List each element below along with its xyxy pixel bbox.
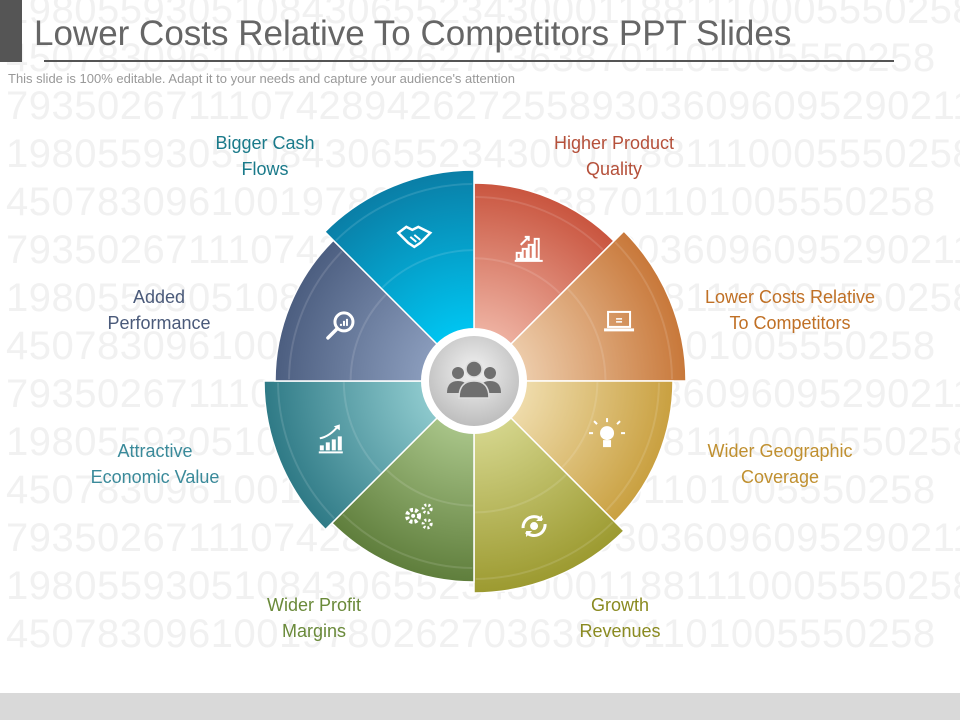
- ring-shade: [342, 513, 473, 569]
- watermark-row: 1980559305108430655234300011881110005550…: [6, 0, 960, 32]
- ring-shade: [475, 474, 567, 514]
- segment-wedge: [473, 379, 625, 594]
- watermark-row: 4507830961001978026270363870110100555025…: [6, 612, 936, 656]
- segment-label-line: Bigger Cash: [215, 133, 315, 153]
- segment-1: [473, 182, 616, 383]
- page-title: Lower Costs Relative To Competitors PPT …: [34, 14, 792, 53]
- segment-label-line: Quality: [585, 159, 643, 179]
- segment-wedge: [472, 380, 674, 523]
- segment-wedge: [330, 379, 475, 583]
- laptop-icon: [604, 310, 635, 332]
- segment-label-line: To Competitors: [729, 313, 851, 333]
- page-subtitle: This slide is 100% editable. Adapt it to…: [8, 71, 515, 86]
- segment-label-line: Attractive: [117, 441, 193, 461]
- segment-2: [472, 230, 687, 382]
- title-accent-bar: [0, 0, 22, 62]
- segment-label: Attractive Economic Value: [91, 438, 220, 490]
- segment-wedge: [323, 169, 475, 383]
- magnifier-chart-icon: [326, 311, 355, 340]
- segment-label: Higher Product Quality: [554, 130, 674, 182]
- watermark-row: 4507830961001978026270363870110100555025…: [6, 36, 936, 80]
- segment-wedge: [473, 182, 616, 383]
- center-hub: [421, 328, 527, 434]
- ring-shade: [567, 288, 607, 380]
- refresh-gear-icon: [521, 515, 547, 538]
- segment-label-line: Coverage: [740, 467, 820, 487]
- segment-label-line: Economic Value: [90, 467, 220, 487]
- watermark-row: 7935026711107428942627255893036096095290…: [6, 84, 960, 128]
- ring-shade: [561, 382, 599, 469]
- segment-3: [472, 380, 674, 523]
- segment-label: Wider Profit Margins: [267, 592, 361, 644]
- segment-wedge: [263, 380, 476, 531]
- title-divider: [44, 60, 894, 62]
- segment-label: Added Performance: [107, 284, 210, 336]
- ring-shade: [475, 521, 614, 580]
- lightbulb-icon: [589, 418, 626, 448]
- segment-label: Growth Revenues: [579, 592, 660, 644]
- ring-shade: [277, 382, 335, 520]
- rising-chart-icon: [318, 424, 343, 454]
- segment-label-line: Wider Profit: [266, 595, 362, 615]
- segment-label-line: Lower Costs Relative: [704, 287, 876, 307]
- segment-label-line: Growth: [590, 595, 650, 615]
- segment-6: [263, 380, 476, 531]
- segment-label-line: Wider Geographic: [707, 441, 853, 461]
- segment-wedge: [472, 230, 687, 382]
- ring-shade: [475, 257, 561, 295]
- ring-shade: [614, 241, 673, 380]
- segment-8: [323, 169, 475, 383]
- ring-shade: [342, 382, 382, 473]
- segment-wedge: [274, 239, 476, 382]
- segment-label: Lower Costs Relative To Competitors: [705, 284, 875, 336]
- segment-4: [473, 379, 625, 594]
- people-group-icon: [447, 360, 501, 399]
- footer-bar: [0, 693, 960, 720]
- segment-label-line: Margins: [281, 621, 347, 641]
- ring-shade: [385, 469, 473, 507]
- ring-shade: [381, 249, 473, 289]
- segment-label: Wider Geographic Coverage: [707, 438, 852, 490]
- bar-chart-growth-icon: [514, 235, 543, 262]
- ring-shade: [605, 382, 660, 512]
- segment-wheel: [263, 169, 687, 594]
- segment-label-line: Performance: [107, 313, 211, 333]
- segment-5: [330, 379, 475, 583]
- segment-label-line: Added: [132, 287, 186, 307]
- gears-icon: [405, 503, 433, 530]
- segment-label-line: Higher Product: [553, 133, 675, 153]
- handshake-icon: [396, 225, 433, 249]
- segment-7: [274, 239, 476, 382]
- segment-label-line: Revenues: [579, 621, 661, 641]
- ring-shade: [288, 250, 343, 380]
- segment-label: Bigger Cash Flows: [215, 130, 314, 182]
- ring-shade: [475, 196, 604, 251]
- watermark-row: 1980559305108430655234300011881110005550…: [6, 132, 960, 176]
- ring-shade: [335, 183, 473, 242]
- segment-label-line: Flows: [241, 159, 289, 179]
- ring-shade: [349, 293, 387, 380]
